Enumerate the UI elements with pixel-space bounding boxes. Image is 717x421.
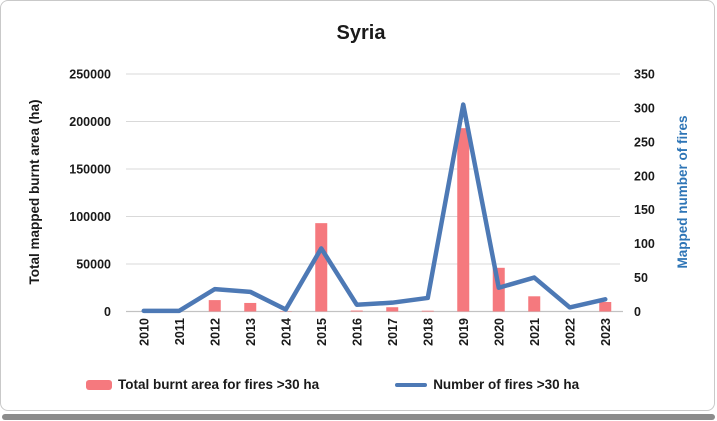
x-axis-tick-2010: 2010 [137,318,151,346]
x-axis-tick-2012: 2012 [208,318,222,346]
bar-2015 [315,223,328,312]
right-axis-tick: 300 [634,101,655,115]
right-axis-title: Mapped number of fires [675,115,690,268]
left-axis-tick: 100000 [69,210,111,224]
x-axis-tick-2013: 2013 [244,318,258,346]
bar-2017 [386,307,399,312]
left-axis-tick: 200000 [69,115,111,129]
window-bottom-edge [2,414,715,420]
left-axis-tick: 50000 [76,258,111,272]
legend-label-burnt-area: Total burnt area for fires >30 ha [118,377,320,392]
x-axis-tick-2016: 2016 [350,318,364,346]
bar-2021 [528,296,541,312]
bar-2016 [350,310,363,312]
x-axis-tick-2023: 2023 [599,318,613,346]
bar-2012 [208,300,221,312]
right-axis-tick: 350 [634,68,655,82]
left-axis-title: Total mapped burnt area (ha) [27,99,42,284]
chart-svg: 0 50000 100000 150000 200000 250000 0 50 100 150 2… [27,22,690,346]
x-axis-tick-2018: 2018 [421,318,435,346]
bar-2023 [599,302,612,312]
right-axis-tick: 150 [634,203,655,217]
legend-item-fire-count: Number of fires >30 ha [395,377,579,392]
left-axis-tick: 0 [104,305,111,319]
bar-2018 [421,310,434,312]
x-axis-tick-2020: 2020 [492,318,506,346]
x-axis-tick-2019: 2019 [457,318,471,346]
legend-item-burnt-area: Total burnt area for fires >30 ha [86,377,319,392]
left-axis-tick: 150000 [69,163,111,177]
x-axis-tick-2022: 2022 [563,318,577,346]
legend-label-fire-count: Number of fires >30 ha [433,377,580,392]
fires-line-series [141,102,608,314]
right-axis-tick: 100 [634,237,655,251]
bar-2019 [457,128,470,312]
chart-legend: Total burnt area for fires >30 ha Number… [86,377,579,392]
bar-2013 [244,302,257,312]
right-axis-tick: 200 [634,169,655,183]
x-axis-tick-2014: 2014 [279,318,293,346]
x-axis-tick-2011: 2011 [173,318,187,345]
chart-title: Syria [337,22,387,44]
x-axis-tick-2021: 2021 [528,318,542,346]
chart-card: 0 50000 100000 150000 200000 250000 0 50 100 150 2… [0,0,715,411]
right-axis-tick: 0 [634,305,641,319]
fire-count-swatch-icon [395,382,428,387]
right-axis-tick: 50 [634,271,648,285]
left-axis-tick: 250000 [69,68,111,82]
burnt-area-swatch-icon [86,379,112,390]
right-axis-tick: 250 [634,135,655,149]
x-axis-tick-2015: 2015 [315,318,329,346]
x-axis-tick-2017: 2017 [386,318,400,346]
